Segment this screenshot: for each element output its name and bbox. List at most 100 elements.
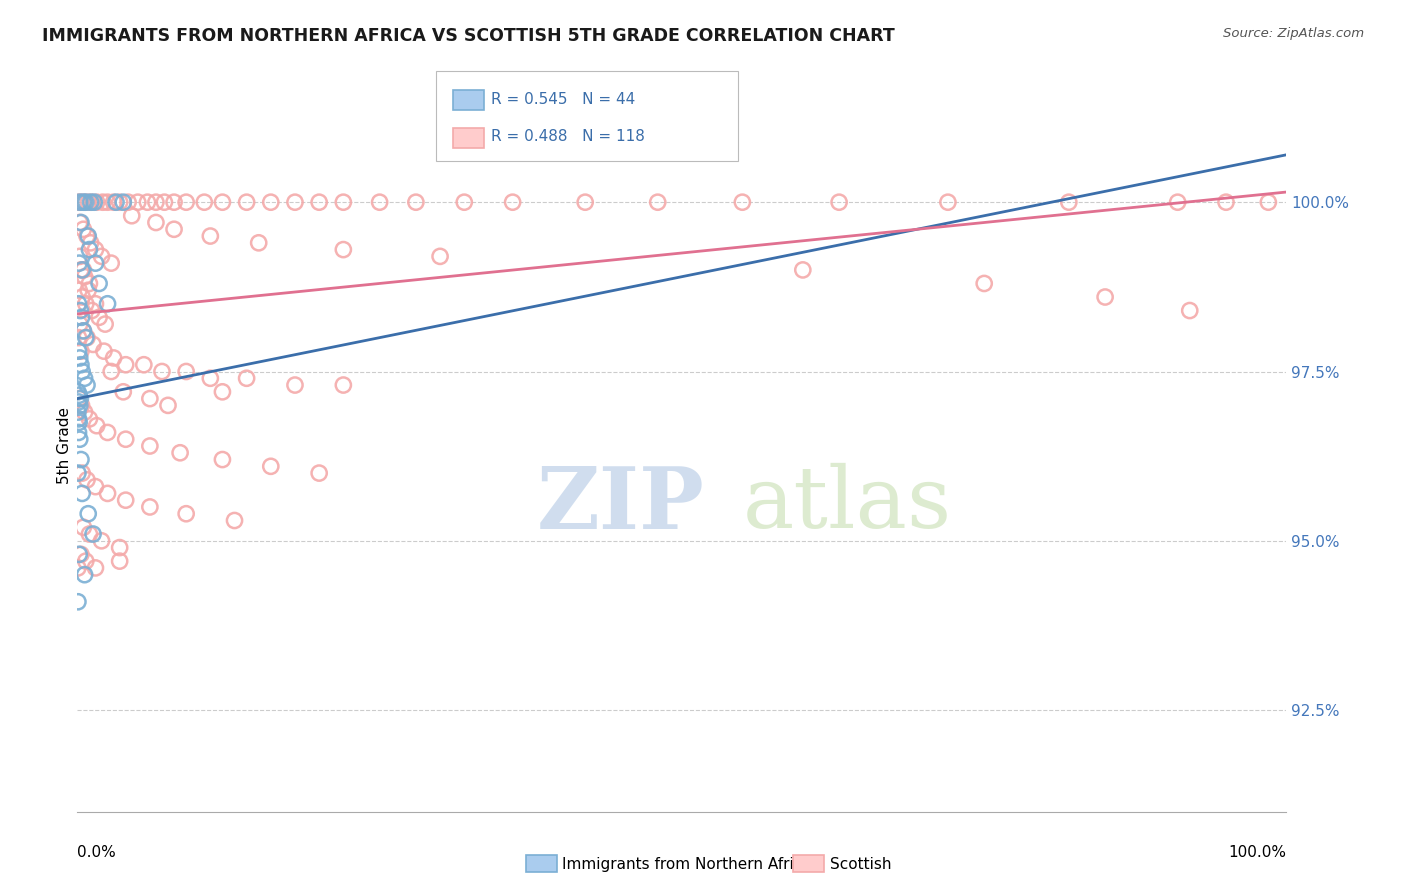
Text: R = 0.488   N = 118: R = 0.488 N = 118 [491, 129, 644, 145]
Point [368, 195, 391, 210]
Point [70, 263, 93, 277]
Point [80, 303, 103, 318]
Point [169, 446, 191, 460]
Text: R = 0.545   N = 44: R = 0.545 N = 44 [491, 92, 636, 107]
Point [828, 195, 851, 210]
Point [77, 507, 100, 521]
Point [72, 222, 94, 236]
Point [67, 331, 90, 345]
Point [86, 418, 108, 433]
Point [66, 595, 89, 609]
Point [76, 378, 98, 392]
Y-axis label: 5th Grade: 5th Grade [56, 408, 72, 484]
Point [100, 364, 122, 378]
Point [792, 263, 814, 277]
Point [100, 256, 122, 270]
Point [114, 493, 136, 508]
Point [69, 215, 91, 229]
Point [108, 541, 131, 555]
Point [70, 215, 93, 229]
Point [69, 398, 91, 412]
Point [1057, 195, 1080, 210]
Point [77, 229, 100, 244]
Point [114, 432, 136, 446]
Point [112, 195, 135, 210]
Point [86, 195, 108, 210]
Point [67, 283, 90, 297]
Point [96, 425, 118, 440]
Point [72, 263, 94, 277]
Point [211, 195, 233, 210]
Point [96, 486, 118, 500]
Point [200, 229, 222, 244]
Point [1215, 195, 1237, 210]
Point [308, 466, 330, 480]
Point [73, 371, 96, 385]
Point [163, 222, 186, 236]
Point [72, 520, 94, 534]
Text: ZIP: ZIP [537, 463, 704, 547]
Point [67, 344, 90, 359]
Point [69, 392, 91, 406]
Point [93, 344, 115, 359]
Point [75, 331, 97, 345]
Point [82, 527, 104, 541]
Point [84, 480, 107, 494]
Point [94, 317, 117, 331]
Point [67, 412, 90, 426]
Text: 0.0%: 0.0% [77, 845, 117, 860]
Point [79, 527, 101, 541]
Point [66, 466, 89, 480]
Point [67, 415, 90, 429]
Point [70, 263, 93, 277]
Point [731, 195, 754, 210]
Point [66, 405, 89, 419]
Point [70, 547, 93, 561]
Text: atlas: atlas [742, 463, 952, 546]
Point [108, 554, 131, 568]
Point [77, 195, 100, 210]
Point [67, 547, 90, 561]
Point [79, 243, 101, 257]
Point [76, 331, 98, 345]
Point [69, 249, 91, 263]
Point [132, 358, 155, 372]
Point [70, 290, 93, 304]
Point [574, 195, 596, 210]
Point [136, 195, 159, 210]
Point [69, 317, 91, 331]
Point [150, 364, 173, 378]
Point [67, 195, 90, 210]
Point [70, 398, 93, 412]
Point [174, 507, 197, 521]
Point [84, 297, 107, 311]
Point [67, 256, 90, 270]
Point [66, 384, 89, 399]
Point [1167, 195, 1189, 210]
Point [77, 283, 100, 297]
Point [73, 405, 96, 419]
Text: Source: ZipAtlas.com: Source: ZipAtlas.com [1223, 27, 1364, 40]
Point [453, 195, 475, 210]
Point [121, 209, 143, 223]
Point [67, 392, 90, 406]
Point [79, 277, 101, 291]
Point [211, 384, 233, 399]
Point [72, 324, 94, 338]
Point [193, 195, 215, 210]
Point [67, 388, 90, 402]
Point [211, 452, 233, 467]
Point [224, 514, 246, 528]
Point [139, 439, 162, 453]
Point [80, 195, 103, 210]
Point [70, 466, 93, 480]
Point [284, 195, 307, 210]
Point [70, 310, 93, 325]
Point [83, 195, 105, 210]
Point [72, 324, 94, 338]
Point [308, 195, 330, 210]
Point [69, 303, 91, 318]
Point [75, 554, 97, 568]
Point [429, 249, 451, 263]
Point [247, 235, 270, 250]
